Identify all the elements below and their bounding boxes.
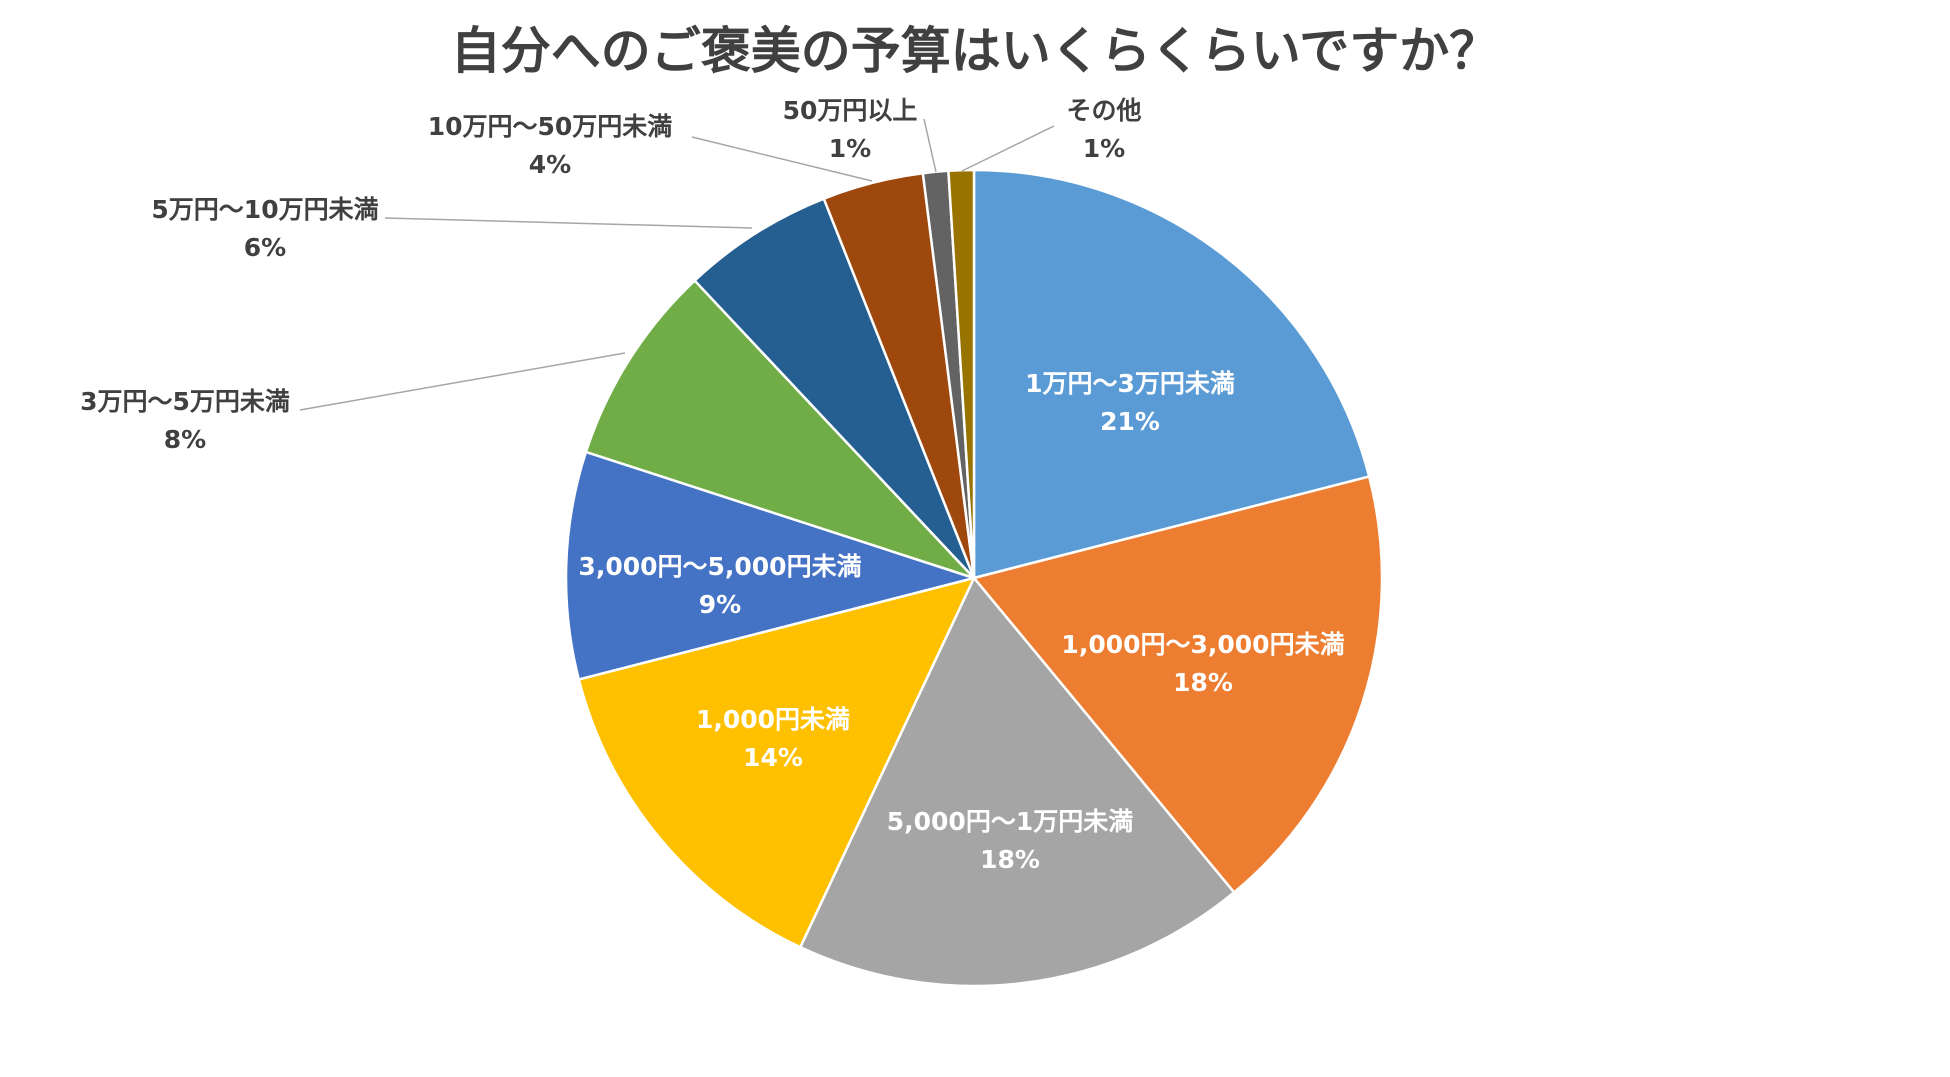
leader-line	[923, 118, 937, 173]
leader-line	[384, 217, 753, 229]
leader-line	[961, 125, 1055, 172]
slice-category-label: 5,000円～1万円未満	[887, 807, 1133, 836]
slice-category-label: 50万円以上	[783, 96, 918, 125]
slice-value-label: 4%	[529, 150, 571, 179]
leader-line	[299, 352, 626, 411]
chart-title: 自分へのご褒美の予算はいくらくらいですか？	[451, 22, 1500, 80]
slice-category-label: 5万円～10万円未満	[151, 195, 378, 224]
pie-slice	[947, 168, 976, 579]
slice-value-label: 14%	[743, 743, 803, 772]
slice-value-label: 8%	[164, 425, 206, 454]
slice-category-label: 1万円～3万円未満	[1025, 369, 1235, 398]
slice-category-label: 10万円～50万円未満	[428, 112, 673, 141]
slice-value-label: 1%	[1083, 134, 1125, 163]
slice-category-label: 1,000円未満	[696, 705, 850, 734]
slice-value-label: 18%	[1173, 668, 1233, 697]
pie-slice	[972, 168, 1371, 580]
pie-slice	[798, 575, 1236, 988]
slice-category-label: 3,000円～5,000円未満	[578, 552, 861, 581]
slice-category-label: 3万円～5万円未満	[80, 387, 290, 416]
slice-value-label: 21%	[1100, 407, 1160, 436]
pie-slice	[584, 278, 975, 580]
pie-slice	[971, 475, 1384, 895]
slice-value-label: 6%	[244, 233, 286, 262]
slice-value-label: 9%	[699, 590, 741, 619]
slice-value-label: 18%	[980, 845, 1040, 874]
slice-category-label: 1,000円～3,000円未満	[1061, 630, 1344, 659]
pie-slice	[692, 197, 976, 579]
slice-value-label: 1%	[829, 134, 871, 163]
pie-slice	[577, 576, 977, 949]
leader-line	[691, 136, 873, 182]
slice-category-label: その他	[1066, 96, 1141, 125]
pie-slice	[564, 450, 979, 681]
